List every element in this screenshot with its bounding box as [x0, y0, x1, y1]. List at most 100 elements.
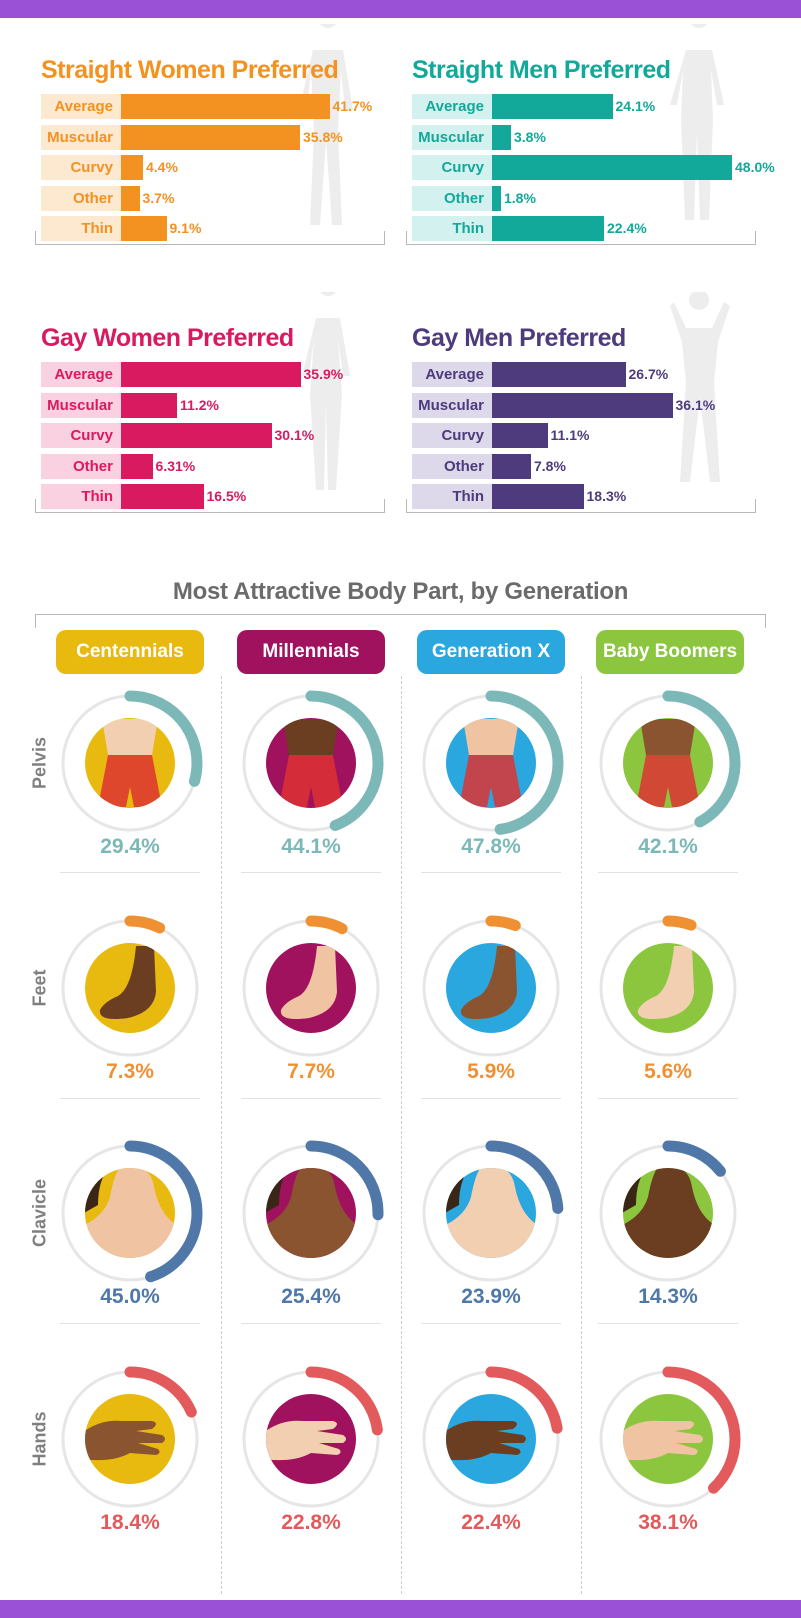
panel-straight-men: Straight Men Preferred Average 24.1% Muscul… [406, 24, 775, 296]
foot-icon [460, 946, 517, 1019]
category-label: Curvy [412, 423, 492, 448]
ring-value-arc [57, 1366, 203, 1512]
hand-icon [446, 1420, 526, 1461]
clavicle-icon-part [446, 1168, 536, 1258]
value-label: 41.7% [332, 98, 373, 114]
category-label: Average [412, 362, 492, 387]
percent-label: 42.1% [638, 835, 698, 858]
value-label: 36.1% [675, 396, 716, 413]
ring-hands-1 [236, 1364, 386, 1514]
percent-label: 45.0% [100, 1285, 160, 1308]
row-divider [598, 872, 738, 873]
value-label: 4.4% [146, 159, 178, 175]
row-divider [60, 1323, 200, 1324]
chart-title: Straight Men Preferred [412, 56, 671, 84]
percent-label: 7.7% [287, 1060, 335, 1083]
ring-hands-0 [55, 1364, 205, 1514]
pelvis-icon-part [98, 755, 162, 807]
donut-chart [238, 690, 384, 836]
value-label: 18.3% [586, 488, 627, 504]
category-label: Muscular [412, 392, 492, 418]
pelvis-icon-part [459, 755, 523, 807]
row-divider [60, 872, 200, 873]
pelvis-icon-part [102, 719, 158, 755]
foot-icon [637, 946, 694, 1019]
foot-icon-part [460, 946, 517, 1019]
category-label: Thin [412, 216, 492, 241]
category-label: Thin [412, 484, 492, 509]
bar-row-other: Other 3.7% [41, 185, 385, 211]
donut-chart [57, 690, 203, 836]
figure-silhouette-shape [299, 24, 353, 225]
ring-value-arc [57, 690, 203, 836]
ring-value-arc [238, 690, 384, 836]
bar-row-average: Average 24.1% [412, 94, 756, 119]
bar-row-average: Average 26.7% [412, 362, 756, 387]
hand-icon-part [266, 1420, 346, 1461]
donut-chart [595, 690, 741, 836]
bar-curvy [121, 155, 143, 180]
bar-row-curvy: Curvy 30.1% [41, 423, 385, 448]
bar-row-other: Other 6.31% [41, 453, 385, 479]
pelvis-icon [636, 719, 700, 807]
ring-clavicle-2 [416, 1138, 566, 1288]
bar-row-thin: Thin 22.4% [412, 216, 756, 241]
ring-value-arc [418, 690, 564, 836]
category-label: Other [41, 185, 121, 211]
donut-chart [238, 915, 384, 1061]
row-divider [421, 1098, 561, 1099]
ring-clavicle-0 [55, 1138, 205, 1288]
foot-icon [99, 946, 156, 1019]
bar-row-thin: Thin 18.3% [412, 484, 756, 509]
percent-label: 7.3% [106, 1060, 154, 1083]
value-label: 16.5% [206, 488, 247, 504]
hand-icon [85, 1420, 165, 1461]
generation-label: Generation X [417, 630, 565, 674]
category-label: Curvy [412, 155, 492, 180]
figure-silhouette-shape [670, 292, 730, 482]
column-divider [221, 676, 222, 1594]
bar-thin [121, 484, 204, 509]
donut-chart [238, 1366, 384, 1512]
ring-pelvis-2 [416, 688, 566, 838]
donut-chart [57, 915, 203, 1061]
category-label: Average [41, 362, 121, 387]
figure-silhouette-icon [670, 292, 730, 482]
donut-chart [595, 1366, 741, 1512]
percent-label: 22.4% [461, 1511, 521, 1534]
donut-chart [418, 1366, 564, 1512]
value-label: 30.1% [274, 427, 315, 443]
hand-icon-part [85, 1420, 165, 1461]
bar-row-other: Other 7.8% [412, 453, 756, 479]
panel-gay-women: Gay Women Preferred Average 35.9% Muscular 1… [35, 292, 385, 564]
clavicle-icon-part [623, 1168, 713, 1258]
ring-pelvis-3 [593, 688, 743, 838]
bottom-band [0, 1600, 801, 1618]
bar-curvy [492, 423, 548, 448]
percent-label: 5.6% [644, 1060, 692, 1083]
generation-label: Centennials [56, 630, 204, 674]
value-label: 3.8% [514, 128, 546, 145]
bar-thin [492, 216, 604, 241]
ring-clavicle-3 [593, 1138, 743, 1288]
bar-row-thin: Thin 16.5% [41, 484, 385, 509]
row-divider [241, 872, 381, 873]
ring-value-arc [418, 1140, 564, 1286]
donut-chart [238, 1140, 384, 1286]
donut-chart [418, 1140, 564, 1286]
ring-pelvis-1 [236, 688, 386, 838]
donut-chart [57, 1366, 203, 1512]
foot-icon [280, 946, 337, 1019]
row-divider [421, 1323, 561, 1324]
bar-row-other: Other 1.8% [412, 185, 756, 211]
bar-other [121, 185, 140, 211]
category-label: Curvy [41, 423, 121, 448]
row-label-text: Hands [29, 1411, 50, 1467]
donut-chart [595, 915, 741, 1061]
value-label: 48.0% [735, 159, 775, 175]
category-label: Other [412, 185, 492, 211]
panel-bracket [406, 499, 756, 513]
row-label-text: Pelvis [29, 736, 50, 790]
percent-label: 14.3% [638, 1285, 698, 1308]
chart-title: Straight Women Preferred [41, 56, 339, 84]
